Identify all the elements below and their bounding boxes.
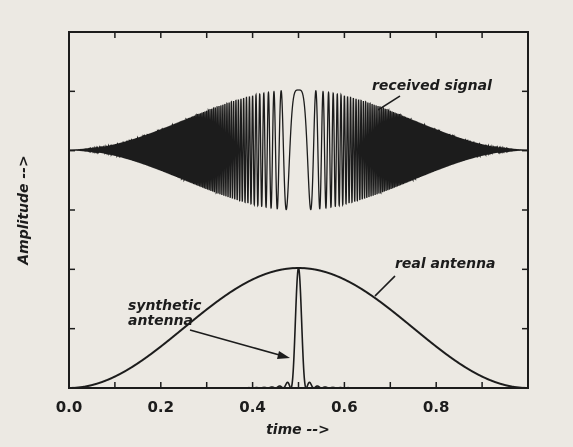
x-tick-label: 0.4 [239,398,266,416]
synthetic-antenna-line [229,267,368,389]
annotation-real-antenna: real antenna [395,256,496,272]
x-tick-label: 0.6 [331,398,358,416]
annotation-received-pointer [377,95,401,111]
y-axis-label: Amplitude --> [16,155,32,265]
annotation-synthetic-line1: synthetic [128,298,202,314]
annotation-synthetic-arrowhead [277,351,290,359]
x-tick-label: 0.8 [423,398,450,416]
annotation-real-pointer [374,275,396,297]
annotation-received-signal: received signal [372,78,492,94]
received-signal-line [69,89,528,211]
annotation-synthetic-line2: antenna [128,313,193,329]
annotation-synthetic-pointer [189,329,284,357]
x-axis-label: time --> [266,422,330,438]
x-tick-labels: 0.0 0.2 0.4 0.6 0.8 [56,398,450,416]
x-tick-label: 0.0 [56,398,83,416]
x-tick-label: 0.2 [148,398,175,416]
